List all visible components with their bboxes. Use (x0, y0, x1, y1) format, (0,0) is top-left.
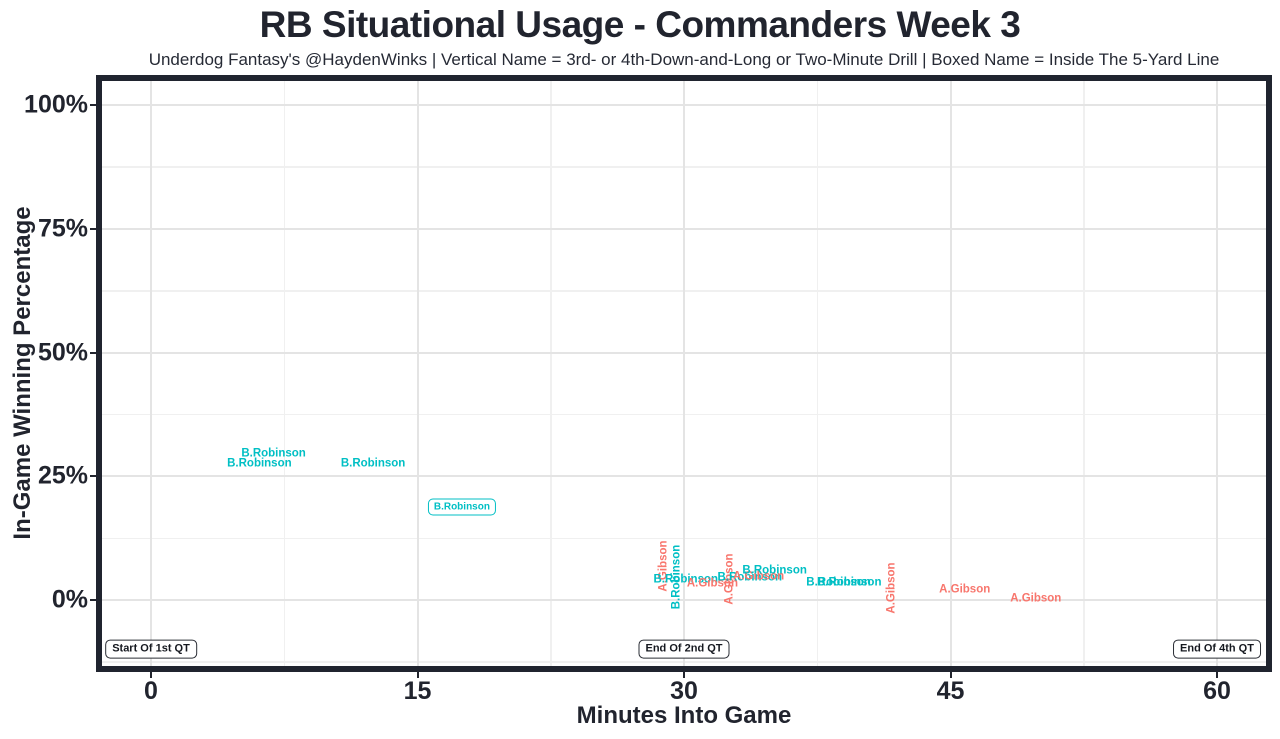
data-label-b-robinson: B.Robinson (227, 457, 292, 470)
y-tick-label: 25% (37, 461, 88, 490)
data-label-b-robinson: B.Robinson (742, 564, 807, 577)
x-tick-mark (1216, 672, 1218, 678)
gridline-x-minor (550, 81, 552, 666)
annotation-start-of-1st-qt: Start Of 1st QT (105, 639, 197, 659)
data-label-b-robinson: B.Robinson (816, 576, 882, 589)
gridline-x-minor (1083, 81, 1085, 666)
y-tick-label: 0% (51, 585, 88, 614)
y-tick-label: 50% (37, 338, 88, 366)
x-tick-label: 0 (144, 677, 158, 705)
annotation-end-of-4th-qt: End Of 4th QT (1173, 639, 1261, 659)
data-label-b-robinson: B.Robinson (717, 571, 782, 584)
data-label-a-gibson: A.Gibson (686, 577, 738, 590)
y-tick-mark (90, 104, 96, 106)
chart-subtitle: Underdog Fantasy's @HaydenWinks | Vertic… (148, 50, 1220, 69)
data-label-b-robinson: B.Robinson (241, 447, 306, 460)
x-tick-label: 15 (403, 677, 432, 705)
y-tick-mark (90, 351, 96, 354)
y-tick-mark (90, 475, 96, 478)
y-tick-mark (90, 227, 96, 230)
data-label-b-robinson: B.Robinson (340, 457, 406, 470)
gridline-x-minor (816, 81, 819, 666)
data-label-a-gibson: A.Gibson (885, 562, 898, 614)
data-label-a-gibson: A.Gibson (1010, 592, 1062, 605)
x-tick-label: 60 (1203, 677, 1231, 705)
x-axis-label: Minutes Into Game (576, 702, 792, 729)
data-label-b-robinson-boxed: B.Robinson (427, 498, 496, 516)
gridline-y-major (102, 104, 1266, 106)
x-tick-label: 30 (670, 677, 698, 705)
gridline-y-major (102, 227, 1266, 230)
y-tick-label: 100% (24, 90, 88, 119)
data-label-a-gibson: A.Gibson (733, 570, 785, 583)
plot-panel (96, 75, 1272, 672)
gridline-x-major (683, 81, 685, 666)
data-label-b-robinson: B.Robinson (653, 573, 719, 586)
gridline-x-major (150, 81, 152, 666)
data-label-b-robinson: B.Robinson (806, 576, 871, 589)
annotation-end-of-2nd-qt: End Of 2nd QT (638, 639, 730, 659)
y-tick-mark (90, 599, 96, 601)
x-tick-mark (949, 672, 952, 678)
x-tick-mark (150, 672, 152, 678)
gridline-x-major (1216, 81, 1218, 666)
y-tick-label: 75% (37, 214, 88, 243)
gridline-x-major (416, 81, 419, 666)
x-tick-mark (683, 672, 685, 678)
gridline-y-major (102, 351, 1266, 354)
gridline-y-major (102, 599, 1266, 601)
chart-title: RB Situational Usage - Commanders Week 3 (259, 4, 1021, 45)
x-tick-mark (416, 672, 419, 678)
data-label-a-gibson: A.Gibson (939, 583, 991, 596)
x-tick-label: 45 (936, 677, 965, 705)
gridline-x-minor (283, 81, 286, 666)
gridline-y-major (102, 475, 1266, 478)
gridline-x-major (949, 81, 952, 666)
